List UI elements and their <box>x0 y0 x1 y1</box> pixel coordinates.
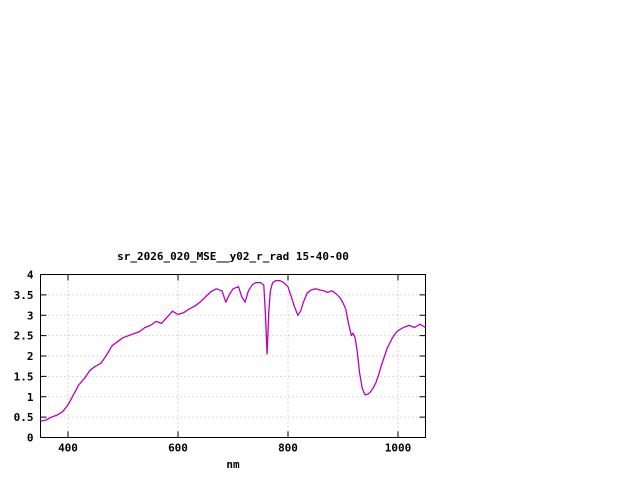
y-tick-labels: 0 0.5 1 1.5 2 2.5 3 3.5 4 <box>14 269 34 445</box>
chart-title: sr_2026_020_MSE__y02_r_rad 15-40-00 <box>117 250 349 263</box>
y-tick-label: 2.5 <box>14 330 34 343</box>
x-tick-label: 600 <box>168 442 188 455</box>
y-tick-label: 4 <box>27 269 34 282</box>
axis-ticks <box>40 274 426 438</box>
spectral-curve <box>40 279 426 422</box>
grid-lines <box>40 274 426 438</box>
x-axis-label: nm <box>226 458 240 471</box>
x-tick-labels: 400 600 800 1000 <box>58 442 411 455</box>
x-tick-label: 1000 <box>385 442 412 455</box>
x-tick-label: 800 <box>278 442 298 455</box>
x-tick-label: 400 <box>58 442 78 455</box>
y-tick-label: 3 <box>27 309 34 322</box>
y-tick-label: 0 <box>27 432 34 445</box>
y-tick-label: 1 <box>27 391 34 404</box>
y-tick-label: 2 <box>27 350 34 363</box>
y-tick-label: 3.5 <box>14 289 34 302</box>
y-tick-label: 1.5 <box>14 370 34 383</box>
y-tick-label: 0.5 <box>14 411 34 424</box>
